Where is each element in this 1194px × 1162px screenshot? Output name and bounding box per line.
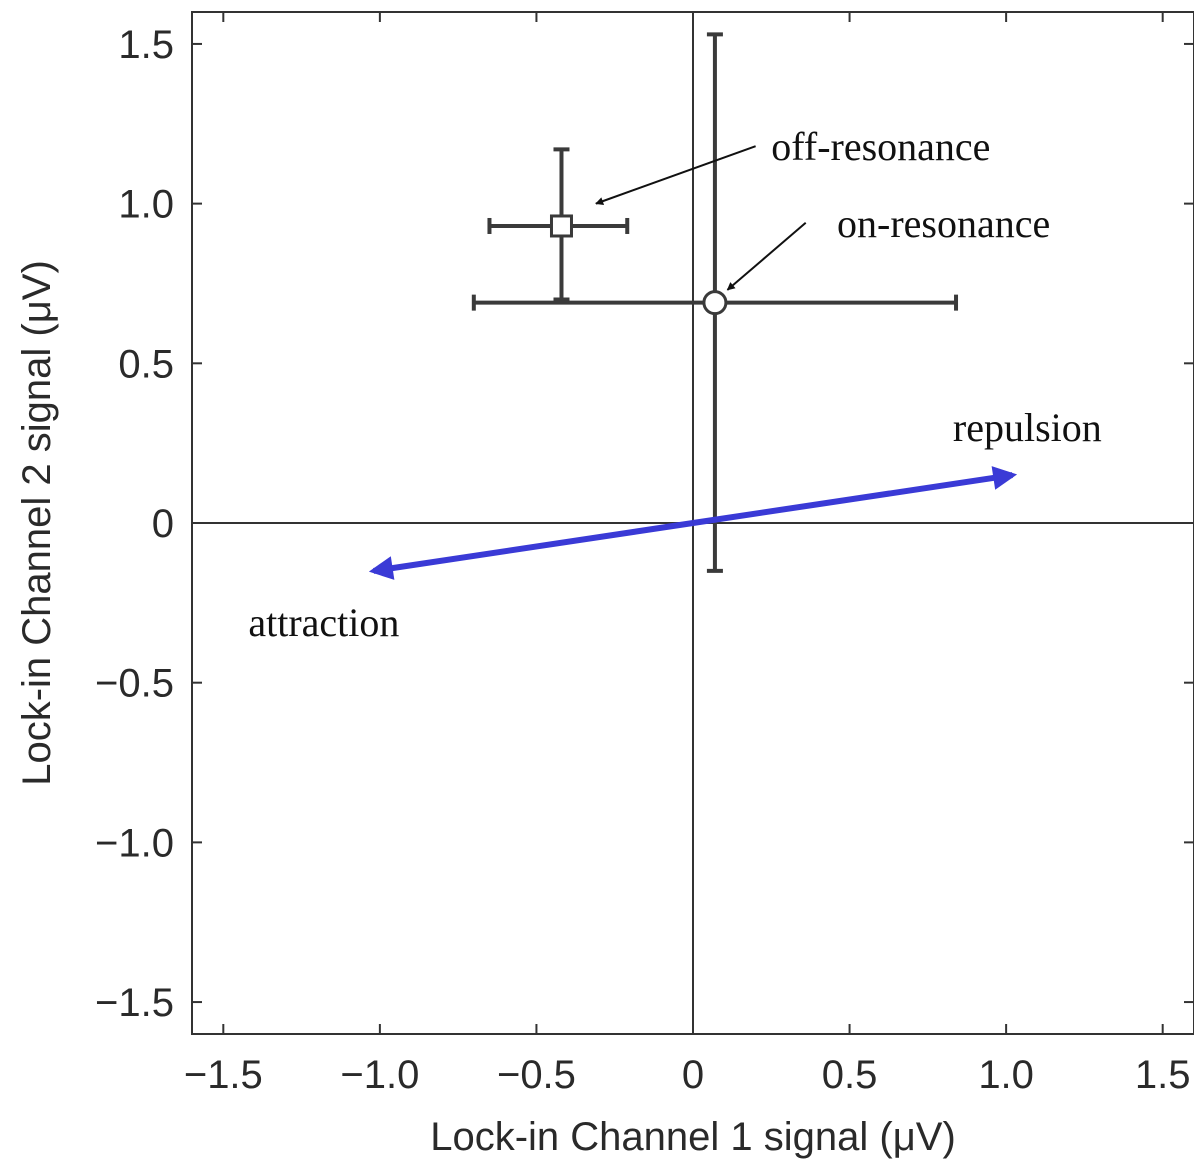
direction-arrow xyxy=(368,466,1018,580)
attraction-label: attraction xyxy=(248,600,399,645)
x-tick-label: −0.5 xyxy=(497,1053,576,1097)
x-tick-label: 0 xyxy=(682,1053,704,1097)
x-tick-label: 0.5 xyxy=(822,1053,878,1097)
x-tick-label: 1.5 xyxy=(1135,1053,1191,1097)
y-tick-label: 0.5 xyxy=(118,342,174,386)
x-tick-label: −1.0 xyxy=(340,1053,419,1097)
y-tick-label: 1.0 xyxy=(118,183,174,227)
x-tick-label: 1.0 xyxy=(978,1053,1034,1097)
y-tick-label: 0 xyxy=(152,502,174,546)
y-tick-label: −1.5 xyxy=(95,981,174,1025)
on-resonance-pointer xyxy=(726,222,807,291)
y-tick-labels: 1.5 1.0 0.5 0 −0.5 −1.0 −1.5 xyxy=(95,23,174,1025)
y-tick-label: −0.5 xyxy=(95,662,174,706)
x-tick-labels: −1.5 −1.0 −0.5 0 0.5 1.0 1.5 xyxy=(184,1053,1191,1097)
x-axis-title: Lock-in Channel 1 signal (μV) xyxy=(430,1115,956,1159)
off-resonance-label: off-resonance xyxy=(771,124,990,169)
on-resonance-marker xyxy=(702,290,728,316)
off-resonance-marker xyxy=(549,214,573,238)
attraction-arrow xyxy=(368,520,694,580)
annotations: off-resonance on-resonance repulsion attrac… xyxy=(248,124,1101,645)
y-tick-label: −1.0 xyxy=(95,821,174,865)
x-tick-label: −1.5 xyxy=(184,1053,263,1097)
data-points xyxy=(549,214,728,316)
y-axis-title: Lock-in Channel 2 signal (μV) xyxy=(15,260,59,786)
off-resonance-pointer xyxy=(595,145,756,205)
repulsion-arrow xyxy=(692,466,1018,526)
on-resonance-label: on-resonance xyxy=(837,201,1050,246)
y-tick-label: 1.5 xyxy=(118,23,174,67)
repulsion-label: repulsion xyxy=(953,405,1102,450)
